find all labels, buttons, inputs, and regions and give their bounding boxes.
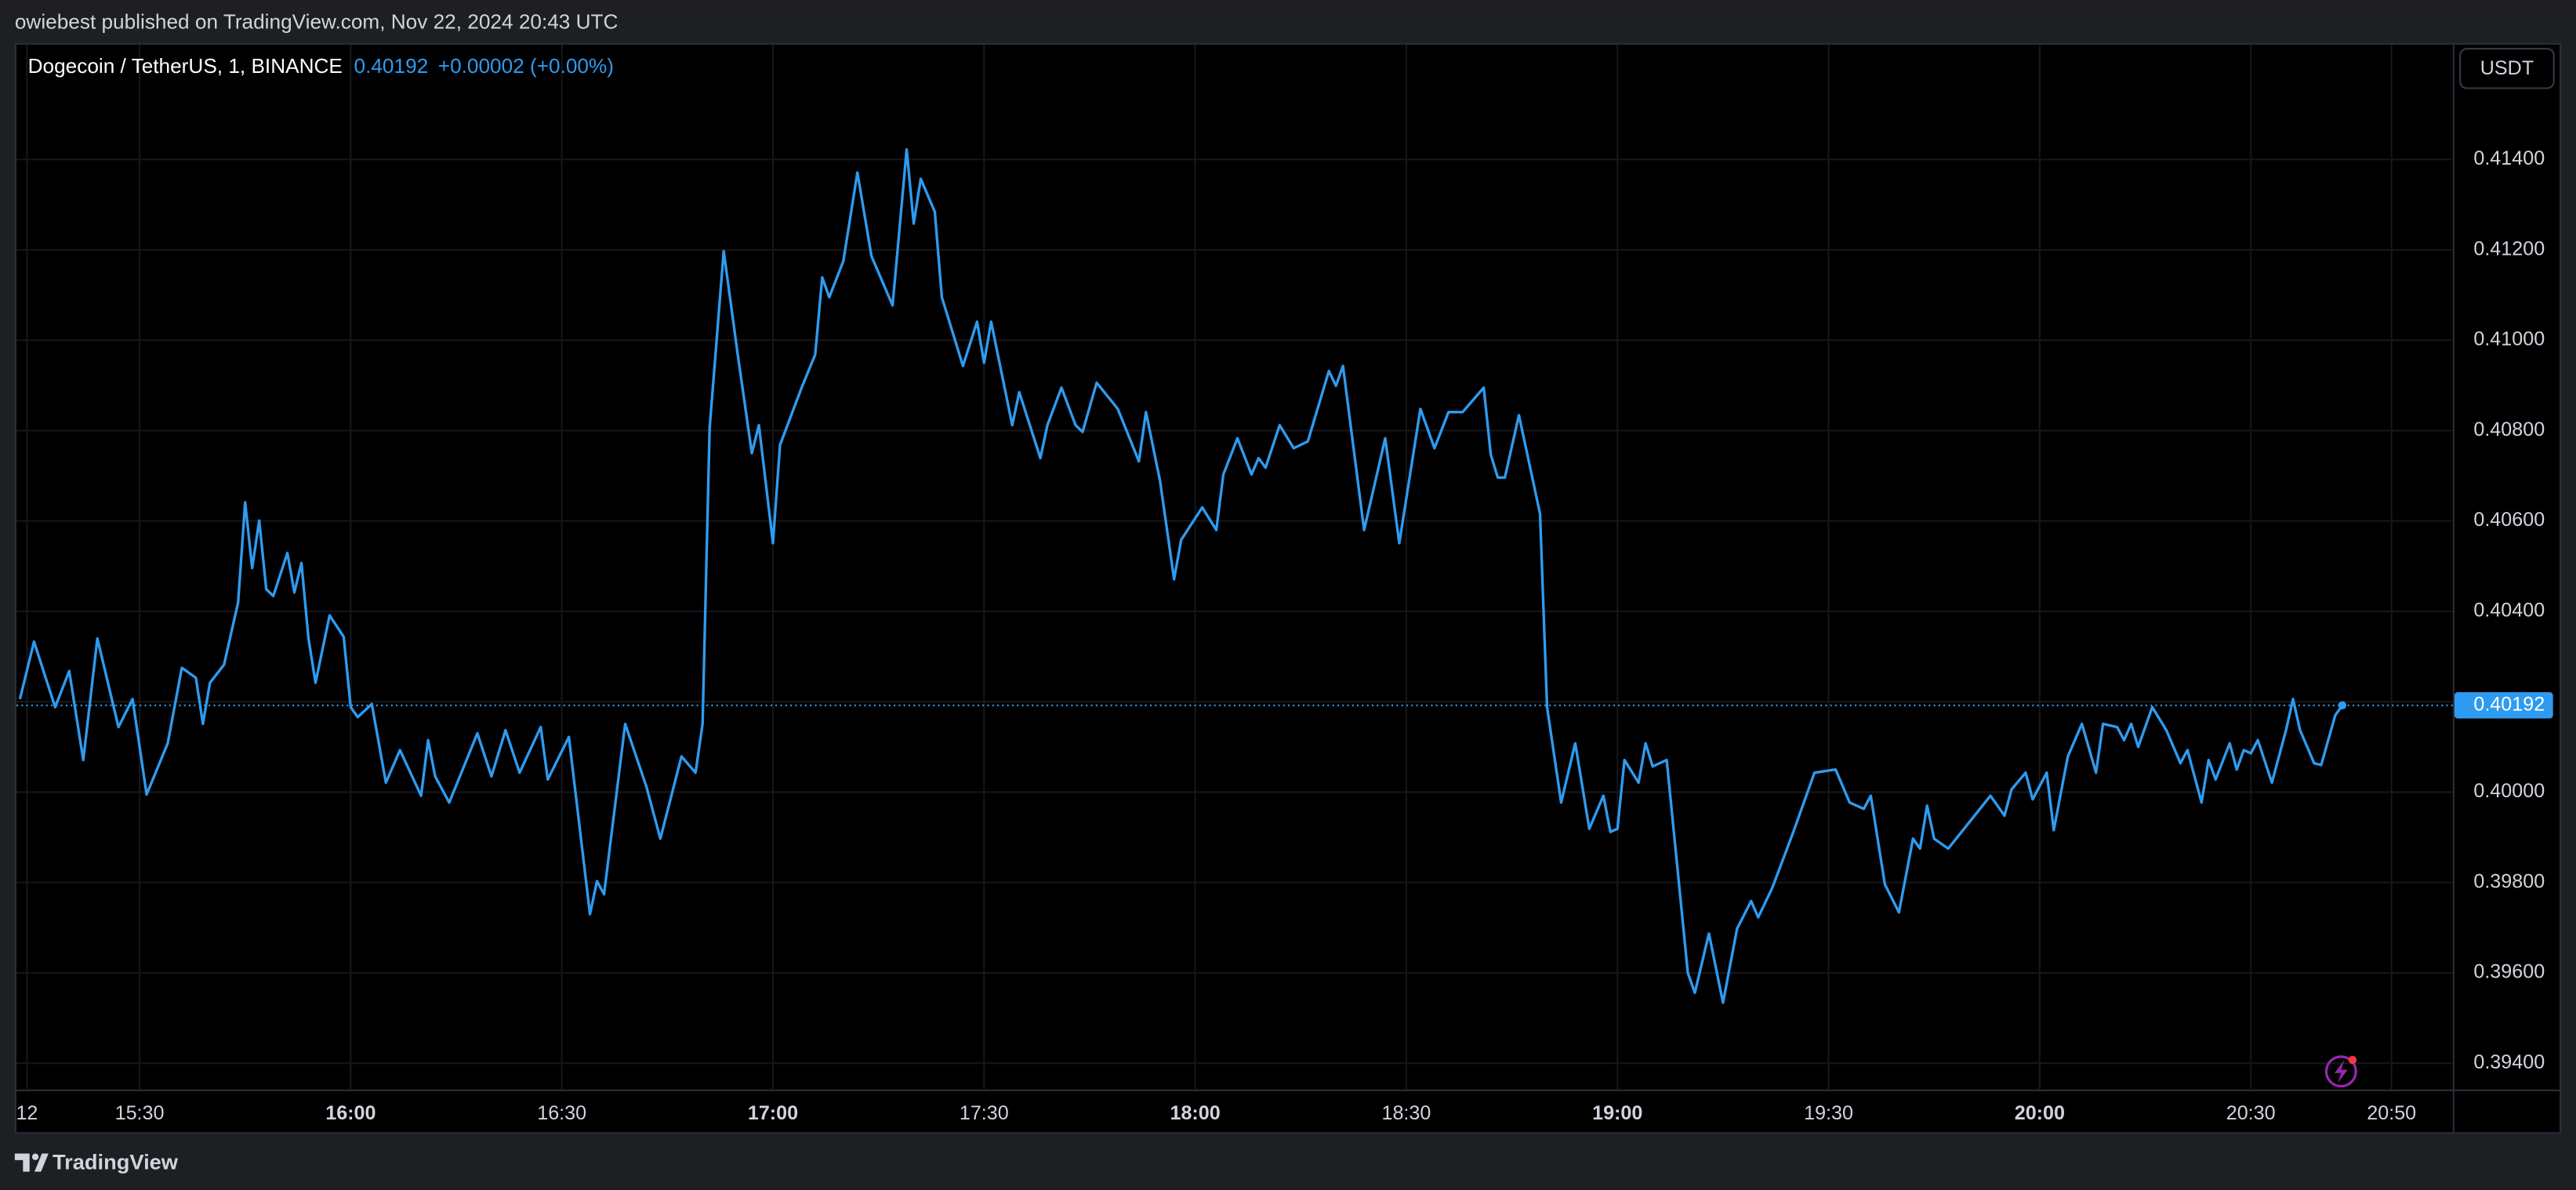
last-point (2338, 701, 2347, 710)
y-tick-label: 0.41000 (2473, 328, 2545, 350)
y-tick-label: 0.39600 (2473, 961, 2545, 983)
x-tick-label: 20:50 (2367, 1102, 2416, 1124)
lightning-bolt[interactable] (2334, 1060, 2348, 1083)
axes: 0.394000.396000.398000.400000.402000.404… (16, 147, 2553, 1124)
y-tick-label: 0.41400 (2473, 147, 2545, 169)
chart-panel (14, 42, 2562, 1134)
x-tick-label: 19:00 (1592, 1102, 1642, 1124)
x-tick-label: 16:30 (537, 1102, 586, 1124)
y-tick-label: 0.40600 (2473, 509, 2545, 531)
x-tick-label: 20:30 (2226, 1102, 2276, 1124)
last-price-label: 0.40192 (2473, 693, 2545, 715)
symbol-title: Dogecoin / TetherUS, 1, BINANCE (28, 54, 343, 78)
plot (16, 148, 2453, 1004)
currency-label[interactable]: USDT (2480, 57, 2534, 79)
x-tick-label: 17:30 (960, 1102, 1009, 1124)
lightning-ring[interactable] (2324, 1055, 2357, 1088)
logo-dot[interactable] (31, 1153, 39, 1160)
logo-slash[interactable] (34, 1153, 49, 1172)
x-tick-label: 18:00 (1170, 1102, 1220, 1124)
y-tick-label: 0.39400 (2473, 1051, 2545, 1073)
y-tick-label: 0.40800 (2473, 419, 2545, 441)
lightning-icon[interactable] (2324, 1055, 2357, 1088)
x-tick-label: 15:30 (115, 1102, 165, 1124)
x-tick-label: 17:00 (748, 1102, 798, 1124)
last-price-badge (2454, 692, 2553, 719)
brand-logo[interactable] (14, 1153, 49, 1172)
header-price: 0.40192 (354, 54, 429, 78)
y-tick-label: 0.40400 (2473, 600, 2545, 622)
y-tick-label: 0.40000 (2473, 780, 2545, 802)
brand-name[interactable]: TradingView (53, 1149, 179, 1174)
currency-button[interactable] (2459, 48, 2555, 89)
y-tick-label: 0.39800 (2473, 870, 2545, 892)
price-line (18, 148, 2344, 1004)
x-tick-label: 20:00 (2015, 1102, 2065, 1124)
x-tick-label: 19:30 (1804, 1102, 1853, 1124)
x-tick-label: 18:30 (1381, 1102, 1431, 1124)
grid (16, 44, 2453, 1090)
x-tick-label: 12 (16, 1102, 38, 1124)
notification-dot (2348, 1055, 2357, 1065)
publish-info: owiebest published on TradingView.com, N… (15, 10, 619, 34)
logo-mark[interactable] (14, 1153, 30, 1172)
x-tick-label: 16:00 (325, 1102, 376, 1124)
header-change: +0.00002 (+0.00%) (438, 54, 614, 78)
y-tick-label: 0.41200 (2473, 238, 2545, 259)
